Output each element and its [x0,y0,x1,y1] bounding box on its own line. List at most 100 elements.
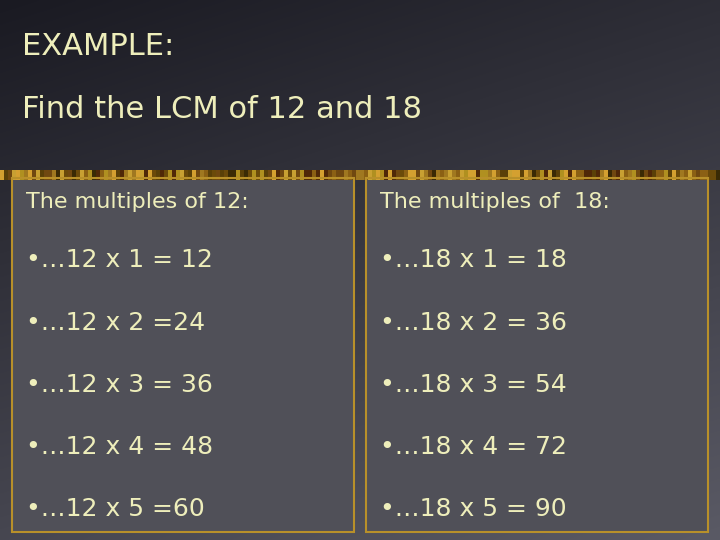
Bar [572,170,576,180]
Bar [612,170,616,180]
Bar [480,170,484,180]
Bar [12,170,16,180]
Bar [632,170,636,180]
Bar [368,170,372,180]
Bar [276,170,280,180]
Bar [236,170,240,180]
Bar [366,178,708,532]
Bar [104,170,108,180]
Text: •…18 x 1 = 18: •…18 x 1 = 18 [380,248,567,272]
Bar [608,170,612,180]
Bar [196,170,200,180]
Bar [400,170,404,180]
Bar [508,170,512,180]
Bar [340,170,344,180]
Bar [492,170,496,180]
Text: •…12 x 2 =24: •…12 x 2 =24 [26,310,205,334]
Bar [48,170,52,180]
Bar [292,170,296,180]
Bar [360,170,364,180]
Bar [484,170,488,180]
Bar [372,170,376,180]
Bar [456,170,460,180]
Bar [256,170,260,180]
Bar [620,170,624,180]
Bar [680,170,684,180]
Bar [4,170,8,180]
Bar [100,170,104,180]
Bar [600,170,604,180]
Bar [636,170,640,180]
Text: •…18 x 4 = 72: •…18 x 4 = 72 [380,435,567,458]
Text: Find the LCM of 12 and 18: Find the LCM of 12 and 18 [22,94,422,124]
Bar [212,170,216,180]
Bar [116,170,120,180]
Bar [388,170,392,180]
Bar [60,170,64,180]
Text: •…12 x 1 = 12: •…12 x 1 = 12 [26,248,213,272]
Bar [304,170,308,180]
Bar [208,170,212,180]
Text: •…18 x 3 = 54: •…18 x 3 = 54 [380,373,567,396]
Bar [468,170,472,180]
Bar [128,170,132,180]
Bar [384,170,388,180]
Bar [232,170,236,180]
Bar [72,170,76,180]
Bar [252,170,256,180]
Bar [628,170,632,180]
Bar [180,170,184,180]
Bar [532,170,536,180]
Bar [500,170,504,180]
Bar [548,170,552,180]
Bar [20,170,24,180]
Bar [216,170,220,180]
Bar [568,170,572,180]
Bar [200,170,204,180]
Bar [644,170,648,180]
Bar [516,170,520,180]
Bar [540,170,544,180]
Bar [0,170,4,180]
Bar [412,170,416,180]
Bar [316,170,320,180]
Bar [52,170,56,180]
Bar [700,170,704,180]
Bar [124,170,128,180]
Bar [464,170,468,180]
Bar [588,170,592,180]
Bar [684,170,688,180]
Bar [524,170,528,180]
Bar [284,170,288,180]
Bar [580,170,584,180]
Bar [332,170,336,180]
Bar [352,170,356,180]
Text: •…12 x 5 =60: •…12 x 5 =60 [26,497,204,521]
Bar [472,170,476,180]
Bar [320,170,324,180]
Bar [160,170,164,180]
Bar [424,170,428,180]
Bar [396,170,400,180]
Text: •…18 x 5 = 90: •…18 x 5 = 90 [380,497,567,521]
Bar [504,170,508,180]
Bar [366,178,708,532]
Bar [552,170,556,180]
Bar [148,170,152,180]
Bar [164,170,168,180]
Bar [356,170,360,180]
Bar [36,170,40,180]
Bar [688,170,692,180]
Bar [88,170,92,180]
Bar [192,170,196,180]
Text: The multiples of 12:: The multiples of 12: [26,192,248,212]
Bar [652,170,656,180]
Bar [16,170,20,180]
Bar [380,170,384,180]
Bar [696,170,700,180]
Bar [712,170,716,180]
Bar [668,170,672,180]
Bar [596,170,600,180]
Bar [204,170,208,180]
Bar [656,170,660,180]
